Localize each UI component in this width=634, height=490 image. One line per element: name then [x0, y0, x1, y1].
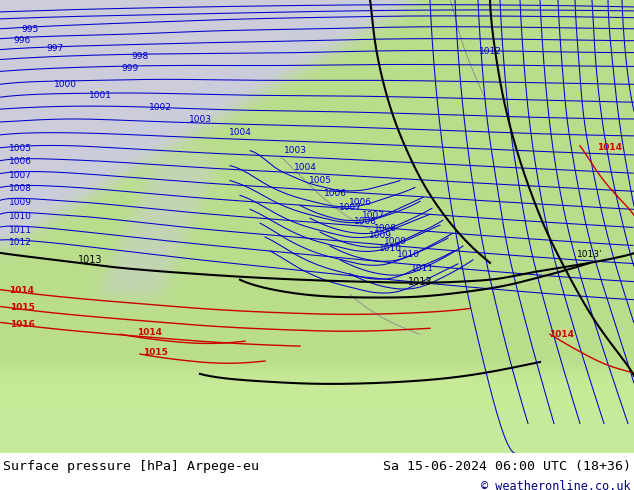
- Text: 1007: 1007: [8, 171, 32, 180]
- Text: 1011: 1011: [8, 225, 32, 235]
- Text: 1007: 1007: [339, 203, 361, 212]
- Text: 1005: 1005: [8, 144, 32, 153]
- Text: 1011: 1011: [410, 264, 434, 273]
- Text: 1013: 1013: [78, 255, 102, 265]
- Text: 1002: 1002: [148, 102, 171, 112]
- Text: 1012: 1012: [9, 239, 32, 247]
- Text: 1008: 1008: [8, 184, 32, 193]
- Text: 1003: 1003: [188, 115, 212, 123]
- Text: 1010: 1010: [378, 245, 401, 253]
- Text: 1009: 1009: [8, 198, 32, 207]
- Text: 1015: 1015: [143, 347, 167, 357]
- Text: 1008: 1008: [354, 217, 377, 226]
- Text: 997: 997: [46, 44, 63, 53]
- Text: 1014: 1014: [550, 330, 574, 339]
- Text: 1016: 1016: [10, 320, 34, 329]
- Text: 1009: 1009: [368, 231, 392, 240]
- Text: 995: 995: [22, 25, 39, 34]
- Text: 1006: 1006: [349, 198, 372, 207]
- Text: 1007: 1007: [361, 211, 384, 220]
- Text: 1013: 1013: [408, 277, 432, 287]
- Text: 1000: 1000: [53, 80, 77, 89]
- Text: 1006: 1006: [323, 189, 347, 198]
- Text: 1009: 1009: [384, 238, 406, 246]
- Text: 1010: 1010: [396, 250, 420, 259]
- Text: 1005: 1005: [309, 176, 332, 185]
- Text: 998: 998: [131, 52, 148, 61]
- Text: 1008: 1008: [373, 223, 396, 233]
- Text: 1001: 1001: [89, 91, 112, 99]
- Text: 1015: 1015: [10, 303, 34, 312]
- Text: 1014: 1014: [10, 286, 34, 295]
- Text: 1004: 1004: [294, 163, 316, 172]
- Text: 996: 996: [13, 36, 30, 45]
- Text: Surface pressure [hPa] Arpege-eu: Surface pressure [hPa] Arpege-eu: [3, 460, 259, 473]
- Text: 1004: 1004: [229, 128, 252, 137]
- Text: 1012: 1012: [479, 47, 501, 56]
- Text: 1003: 1003: [283, 146, 306, 155]
- Text: 1006: 1006: [8, 157, 32, 166]
- Text: © weatheronline.co.uk: © weatheronline.co.uk: [481, 480, 631, 490]
- Text: 1014: 1014: [597, 143, 623, 152]
- Text: 1013’: 1013’: [577, 250, 603, 259]
- Text: 1014: 1014: [138, 328, 162, 337]
- Text: 999: 999: [121, 64, 139, 73]
- Text: Sa 15-06-2024 06:00 UTC (18+36): Sa 15-06-2024 06:00 UTC (18+36): [383, 460, 631, 473]
- Text: 1010: 1010: [8, 212, 32, 220]
